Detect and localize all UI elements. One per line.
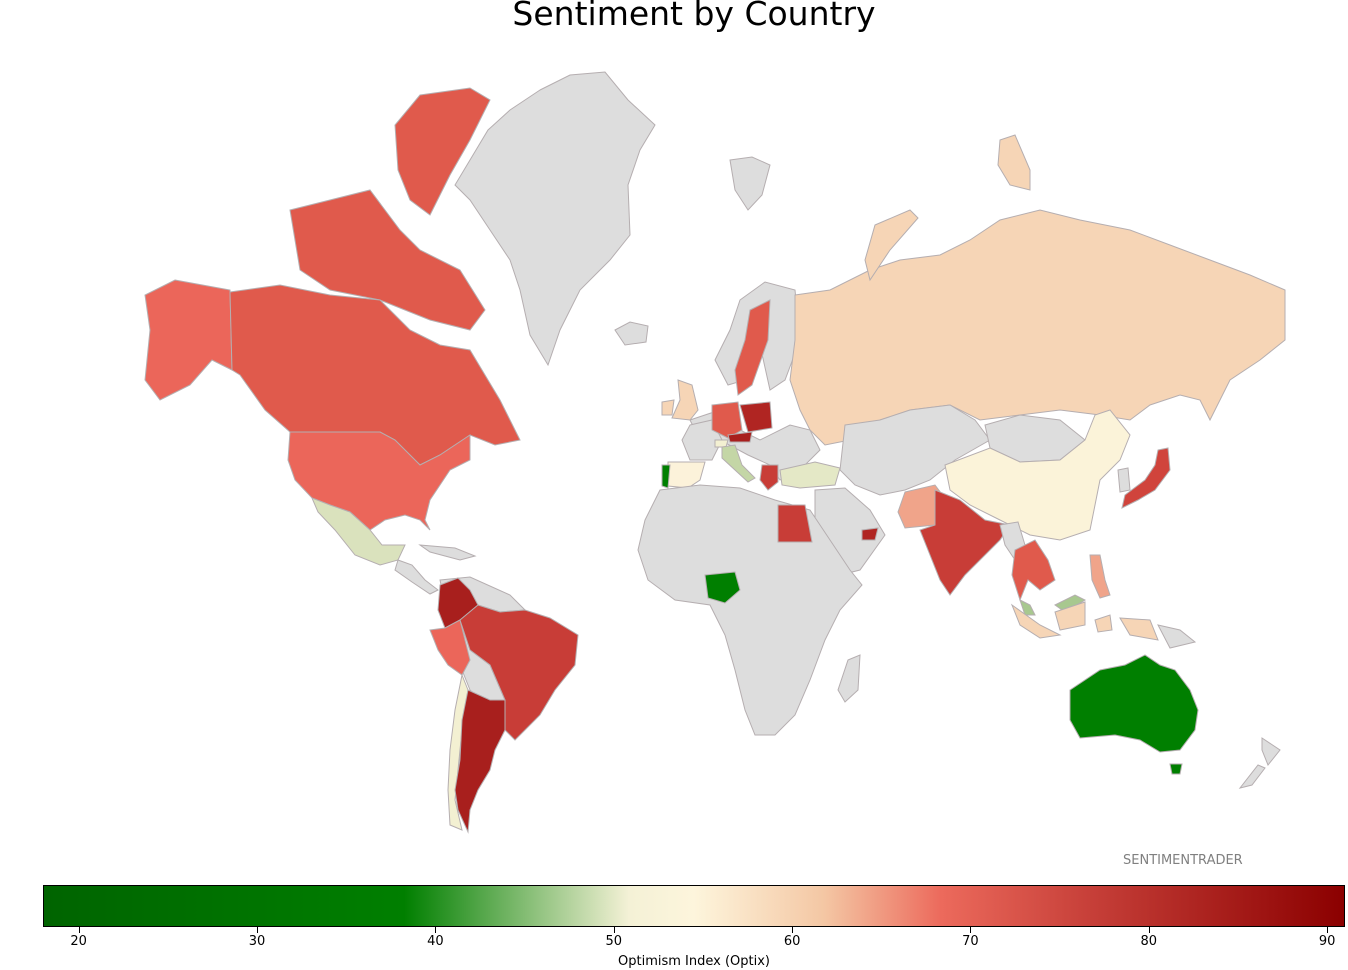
sweden-region [734, 299, 771, 396]
colorbar-tick-label: 60 [783, 934, 801, 949]
greenland-region [454, 71, 656, 367]
ireland-region [661, 399, 675, 416]
canada-arctic-region [394, 87, 491, 216]
madagascar-region [837, 654, 861, 703]
canada-islands-region [289, 189, 486, 331]
italy-region [721, 444, 756, 483]
colorbar-tick-label: 30 [248, 934, 266, 949]
svalbard-region [729, 156, 771, 211]
canada-region [229, 284, 521, 466]
colorbar [43, 885, 1345, 927]
gulf-highlighted-region [861, 527, 879, 541]
australia-region [1069, 654, 1199, 753]
novaya-zemlya-region [864, 209, 919, 282]
poland-region [739, 401, 773, 433]
map-title: Sentiment by Country [512, 0, 876, 33]
argentina-region [454, 689, 506, 834]
colorbar-tick [613, 927, 615, 933]
colorbar-tick [435, 927, 437, 933]
central-america-region [394, 559, 439, 595]
mexico-region [311, 497, 406, 566]
colorbar-tick [257, 927, 259, 933]
russia-region [789, 209, 1286, 446]
turkey-region [779, 461, 841, 489]
colorbar-tick-label: 70 [962, 934, 979, 949]
indonesia-region [1010, 601, 1159, 641]
portugal-region [661, 464, 671, 489]
brazil-region [459, 604, 579, 741]
greece-region [759, 464, 779, 491]
colorbar-tick-label: 50 [605, 934, 622, 949]
china-region [944, 409, 1131, 541]
colorbar-tick-label: 20 [70, 934, 87, 949]
colorbar-tick-label: 90 [1318, 934, 1336, 949]
spain-region [667, 461, 706, 489]
tasmania-region [1169, 763, 1183, 775]
egypt-region [777, 504, 813, 543]
nigeria-region [704, 571, 741, 604]
new-zealand-region [1238, 737, 1281, 789]
colorbar-tick [78, 927, 80, 933]
korea-region [1117, 467, 1131, 493]
colorbar-tick [970, 927, 972, 933]
colorbar-tick [1148, 927, 1150, 933]
thailand-vietnam-region [1011, 539, 1056, 602]
india-region [919, 489, 1011, 596]
colorbar-tick [1327, 927, 1329, 933]
germany-region [711, 401, 743, 439]
japan-region [1121, 447, 1171, 509]
malaysia-region [1019, 599, 1036, 616]
iceland-region [614, 321, 649, 346]
chukotka-region [997, 134, 1031, 191]
colorbar-tick [792, 927, 794, 933]
philippines-region [1089, 554, 1111, 599]
austria-region [727, 431, 753, 443]
united-kingdom-region [671, 379, 699, 421]
watermark-text: SENTIMENTRADER [1123, 853, 1243, 868]
colorbar-tick-label: 80 [1140, 934, 1158, 949]
central-asia-region [839, 404, 991, 496]
alaska-region [144, 279, 233, 401]
peru-region [429, 619, 471, 676]
colorbar-label: Optimism Index (Optix) [618, 954, 770, 969]
caribbean-region [418, 544, 477, 561]
colorbar-tick-label: 40 [427, 934, 444, 949]
papua-region [1157, 624, 1197, 649]
world-choropleth-map [144, 71, 1286, 834]
